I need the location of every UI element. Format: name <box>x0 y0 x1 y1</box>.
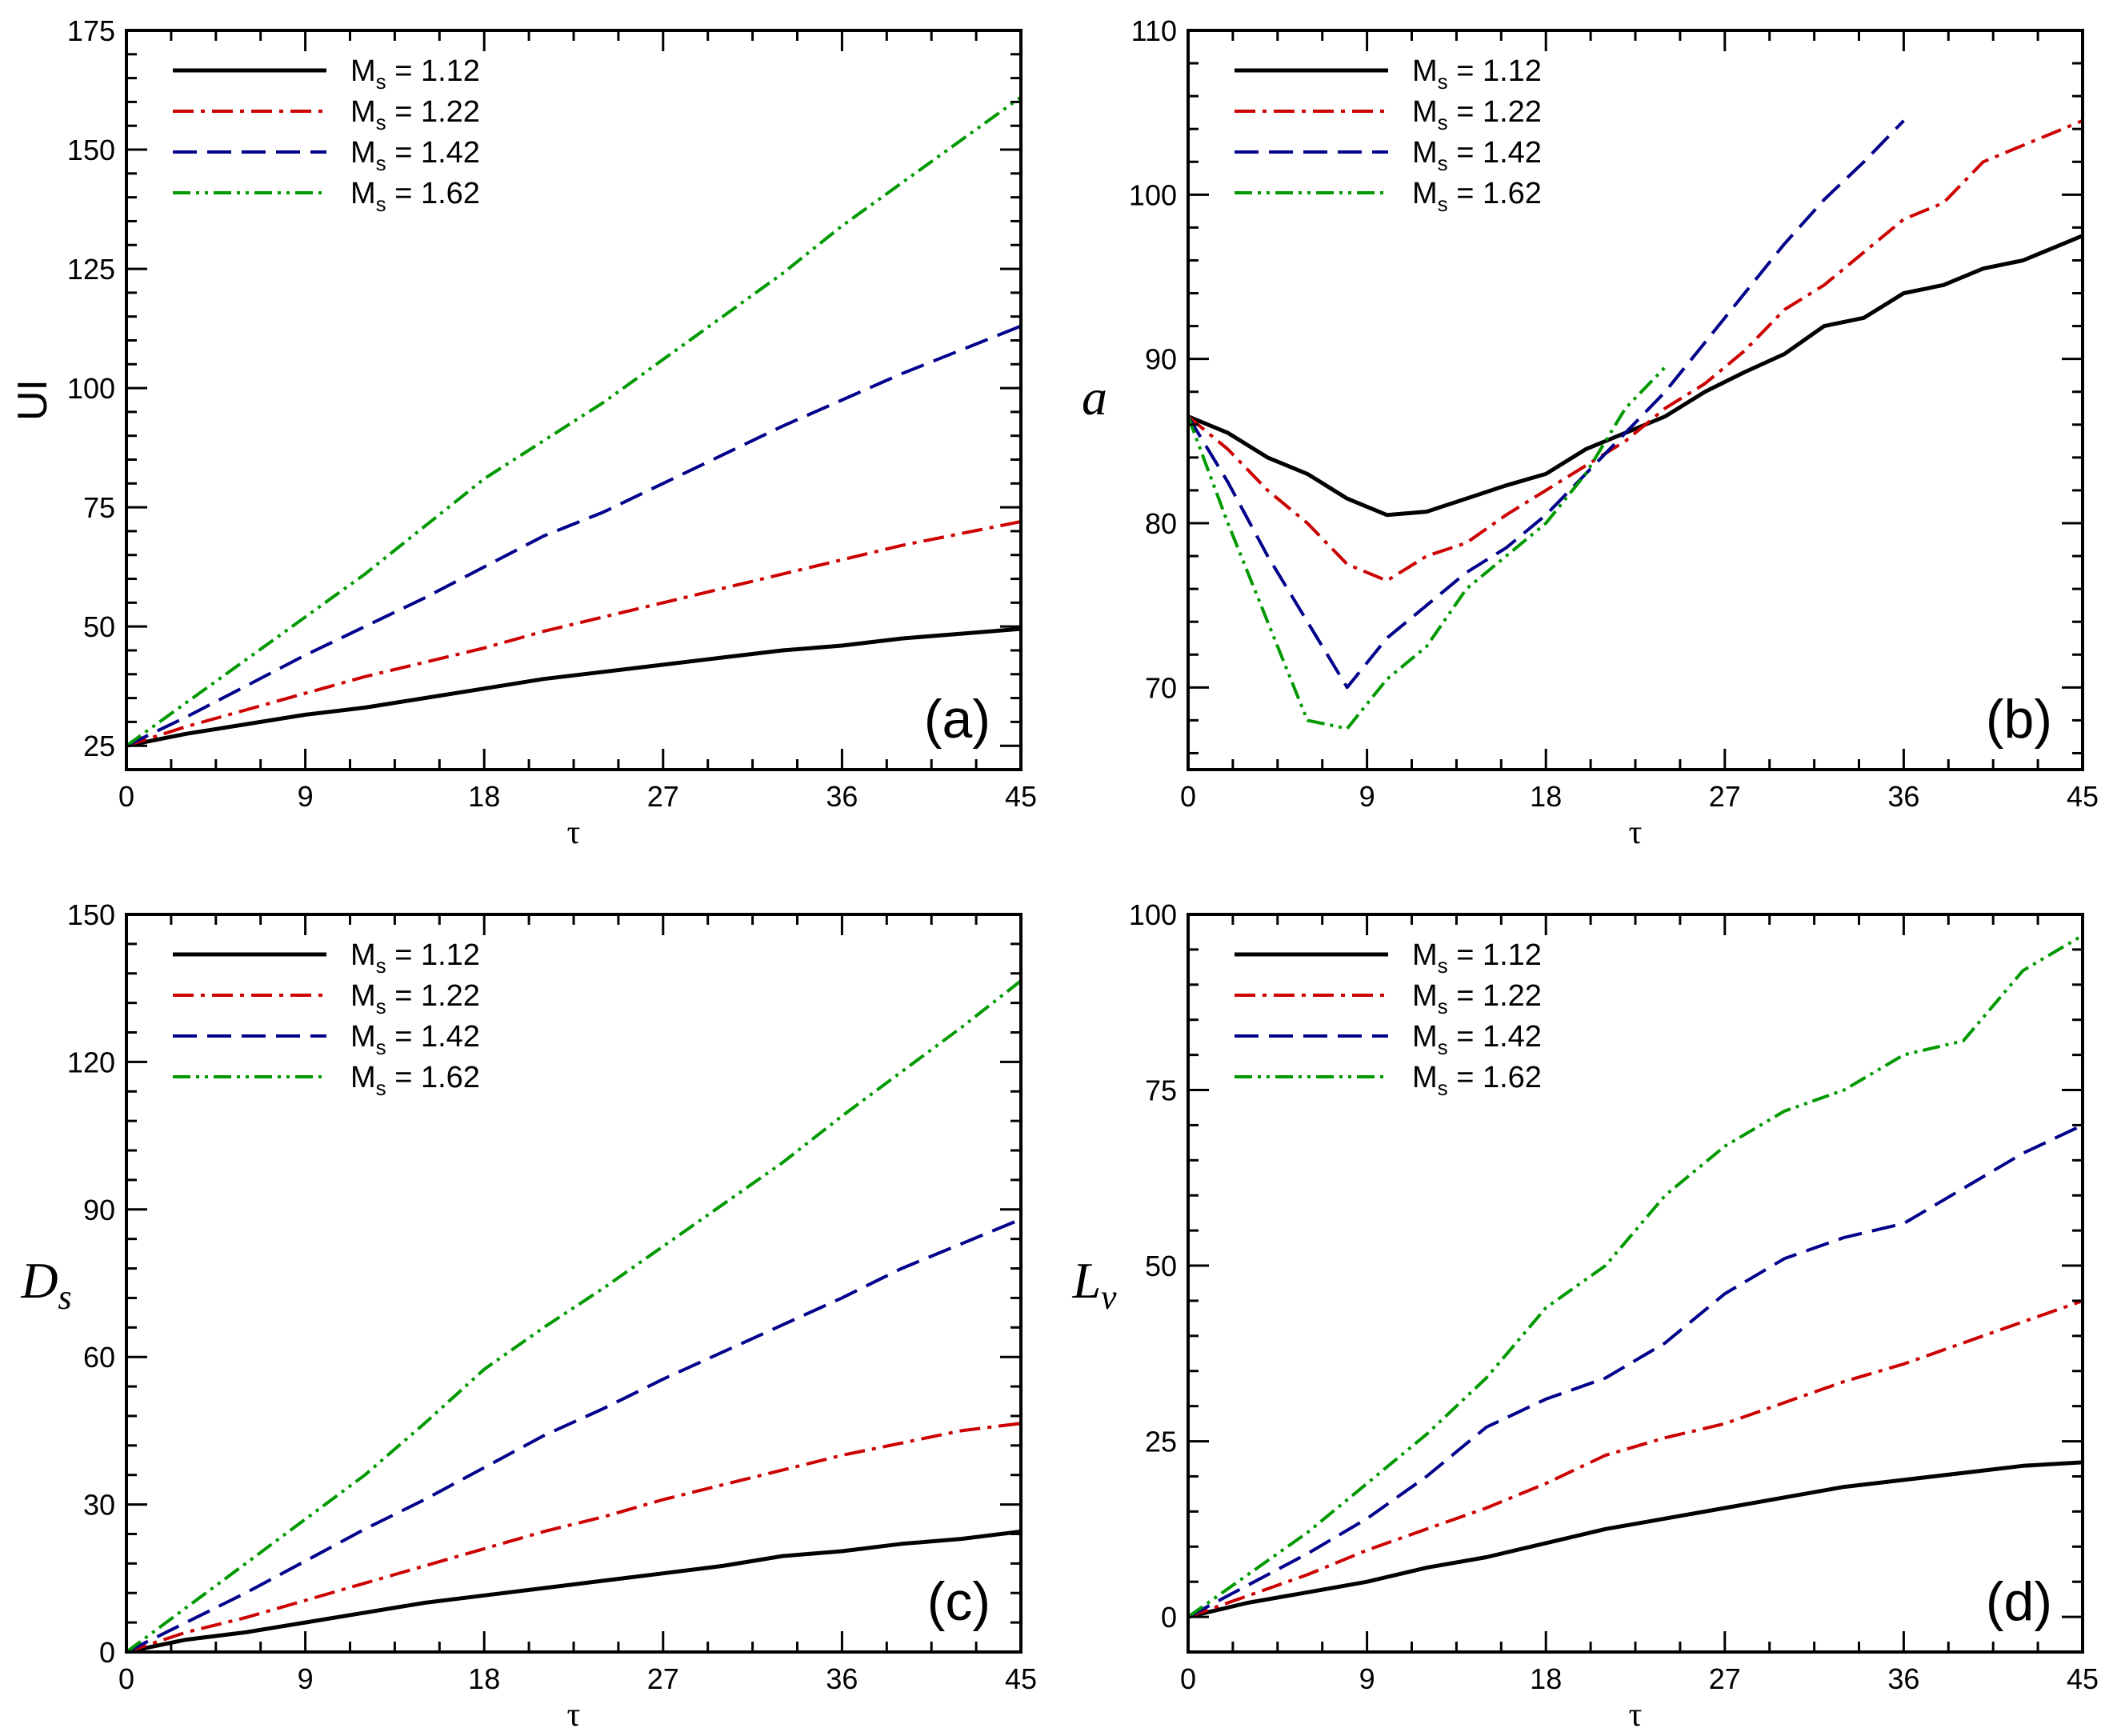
legend-entry-4: Ms = 1.62 <box>1412 1061 1542 1100</box>
x-tick-label: 45 <box>2067 1662 2099 1695</box>
panel-label: (a) <box>924 689 990 750</box>
panel-a: 0 9 18 27 36 45 25 50 75 100 125 150 175 τ UI (a) Ms = 1… <box>10 14 1037 851</box>
y-tick-label: 100 <box>67 372 115 405</box>
legend-entry-2: Ms = 1.22 <box>350 95 480 134</box>
y-tick-label: 90 <box>1145 343 1177 376</box>
y-tick-label: 30 <box>83 1489 115 1522</box>
x-tick-label: 18 <box>1530 780 1562 813</box>
y-axis-label: Ds <box>20 1252 71 1317</box>
y-axis-label: UI <box>10 379 56 421</box>
x-tick-label: 9 <box>298 1662 314 1695</box>
y-tick-label: 60 <box>83 1341 115 1374</box>
plot-frame <box>125 29 1022 771</box>
y-tick-label: 110 <box>1131 14 1177 47</box>
y-tick-label: 100 <box>1129 178 1177 211</box>
y-tick-label: 70 <box>1145 671 1177 704</box>
x-tick-label: 0 <box>1180 1662 1196 1695</box>
x-tick-label: 0 <box>1180 780 1196 813</box>
legend-entry-4: Ms = 1.62 <box>350 1061 480 1100</box>
series-line-4 <box>1188 934 2083 1618</box>
x-axis-label: τ <box>1629 1697 1643 1734</box>
x-tick-label: 9 <box>298 780 314 813</box>
legend-entry-3: Ms = 1.42 <box>350 136 480 175</box>
series-line-3 <box>1188 119 1905 690</box>
legend-entry-4: Ms = 1.62 <box>1412 177 1542 216</box>
legend-entry-3: Ms = 1.42 <box>1412 1020 1542 1059</box>
series-line-1 <box>126 1529 1021 1652</box>
x-tick-label: 9 <box>1359 1662 1375 1695</box>
y-tick-label: 120 <box>67 1046 115 1078</box>
y-tick-label: 150 <box>67 898 115 931</box>
x-tick-label: 18 <box>468 780 500 813</box>
plot-frame <box>125 913 1022 1654</box>
y-tick-label: 125 <box>67 253 115 286</box>
legend-entry-2: Ms = 1.22 <box>1412 95 1542 134</box>
x-tick-label: 18 <box>1530 1662 1562 1695</box>
y-axis-label: Lv <box>1071 1252 1117 1317</box>
panel-label: (b) <box>1986 689 2052 750</box>
x-tick-label: 45 <box>1005 780 1037 813</box>
y-tick-label: 25 <box>83 730 115 762</box>
x-tick-label: 9 <box>1359 780 1375 813</box>
x-tick-label: 0 <box>118 780 134 813</box>
x-tick-label: 0 <box>118 1662 134 1695</box>
y-tick-label: 25 <box>1145 1426 1177 1458</box>
y-tick-label: 50 <box>83 610 115 643</box>
series-line-3 <box>126 324 1021 748</box>
y-tick-label: 100 <box>1129 898 1177 931</box>
y-tick-label: 175 <box>67 14 115 47</box>
x-tick-label: 27 <box>647 1662 679 1695</box>
x-axis-label: τ <box>1629 814 1643 851</box>
series-line-1 <box>126 626 1021 748</box>
x-tick-label: 45 <box>1005 1662 1037 1695</box>
legend-entry-1: Ms = 1.12 <box>350 54 480 94</box>
legend-entry-1: Ms = 1.12 <box>1412 938 1542 978</box>
legend-entry-3: Ms = 1.42 <box>1412 136 1542 175</box>
series-line-2 <box>126 1422 1021 1652</box>
legend-entry-1: Ms = 1.12 <box>1412 54 1542 94</box>
series-line-2 <box>1188 1299 2083 1618</box>
legend-entry-2: Ms = 1.22 <box>1412 979 1542 1018</box>
y-tick-label: 90 <box>83 1194 115 1226</box>
y-tick-label: 75 <box>1145 1074 1177 1107</box>
series-line-4 <box>126 95 1021 747</box>
x-tick-label: 36 <box>826 780 858 813</box>
legend-entry-2: Ms = 1.22 <box>350 979 480 1018</box>
series-line-1 <box>1188 234 2083 518</box>
legend-entry-3: Ms = 1.42 <box>350 1020 480 1059</box>
x-tick-label: 36 <box>1887 1662 1919 1695</box>
x-axis-label: τ <box>567 814 581 851</box>
y-tick-label: 150 <box>67 134 115 166</box>
series-line-2 <box>126 520 1021 748</box>
series-line-3 <box>1188 1123 2083 1618</box>
panel-label: (d) <box>1986 1571 2052 1632</box>
plot-frame <box>1187 913 2084 1654</box>
series-line-4 <box>126 979 1021 1652</box>
x-axis-label: τ <box>567 1697 581 1734</box>
y-tick-label: 80 <box>1145 507 1177 540</box>
panel-label: (c) <box>927 1571 990 1632</box>
legend-entry-1: Ms = 1.12 <box>350 938 480 978</box>
y-tick-label: 50 <box>1145 1250 1177 1282</box>
x-tick-label: 18 <box>468 1662 500 1695</box>
y-tick-label: 75 <box>83 491 115 524</box>
series-line-2 <box>1188 119 2083 582</box>
series-line-3 <box>126 1218 1021 1652</box>
x-tick-label: 27 <box>1709 780 1741 813</box>
y-axis-label: a <box>1082 369 1107 426</box>
legend-entry-4: Ms = 1.62 <box>350 177 480 216</box>
y-tick-label: 0 <box>99 1636 115 1669</box>
x-tick-label: 27 <box>1709 1662 1741 1695</box>
series-line-4 <box>1188 366 1667 730</box>
x-tick-label: 36 <box>826 1662 858 1695</box>
y-tick-label: 0 <box>1161 1601 1177 1634</box>
x-tick-label: 36 <box>1887 780 1919 813</box>
series-line-1 <box>1188 1460 2083 1619</box>
x-tick-label: 27 <box>647 780 679 813</box>
x-tick-label: 45 <box>2067 780 2099 813</box>
